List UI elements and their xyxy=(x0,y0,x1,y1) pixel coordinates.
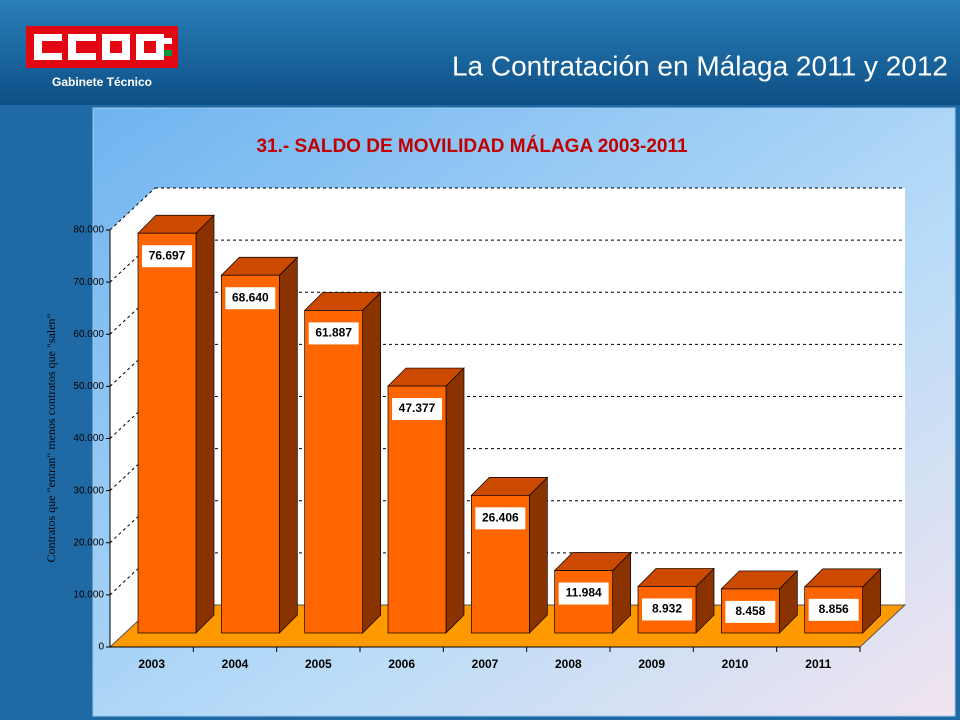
bar-side xyxy=(445,367,465,634)
x-tick-label: 2006 xyxy=(388,657,415,671)
value-label-box xyxy=(475,507,526,530)
value-label: 47.377 xyxy=(399,401,436,415)
x-tick-label: 2004 xyxy=(222,657,249,671)
grid-line xyxy=(109,448,156,491)
organization: Gabinete Técnico xyxy=(52,75,152,89)
value-label: 26.406 xyxy=(482,511,519,525)
value-label-box xyxy=(642,598,692,621)
y-tick-label: 10.000 xyxy=(73,590,104,601)
x-tick-label: 2011 xyxy=(805,657,831,671)
bar xyxy=(220,274,280,634)
x-tick-label: 2005 xyxy=(305,657,332,671)
x-tick-label: 2010 xyxy=(722,657,749,671)
grid-line xyxy=(109,239,156,283)
slide-title: La Contratación en Málaga 2011 y 2012 xyxy=(452,50,948,81)
y-tick-label: 0 xyxy=(98,642,104,653)
x-tick-label: 2003 xyxy=(138,657,165,671)
grid-line xyxy=(109,396,156,439)
x-tick-label: 2008 xyxy=(555,657,582,671)
value-label-box xyxy=(808,598,859,621)
bar xyxy=(137,232,197,634)
x-tick-label: 2007 xyxy=(472,657,499,671)
bar-side xyxy=(278,256,298,634)
bar-side xyxy=(362,291,382,634)
bar-side xyxy=(195,214,215,634)
value-label-box xyxy=(142,245,192,268)
value-label: 61.887 xyxy=(315,326,352,340)
value-label: 68.640 xyxy=(232,290,269,304)
value-label: 76.697 xyxy=(149,248,186,262)
y-axis-label: Contratos que "entran" menos contratos q… xyxy=(44,313,58,562)
chart-title: 31.- SALDO DE MOVILIDAD MÁLAGA 2003-2011 xyxy=(256,135,688,157)
grid-line xyxy=(109,500,156,544)
value-label-box xyxy=(225,287,276,310)
value-label-box xyxy=(558,582,609,605)
value-label: 8.856 xyxy=(819,602,849,616)
y-tick-label: 80.000 xyxy=(73,225,104,236)
bar xyxy=(304,310,364,634)
bar xyxy=(387,385,447,634)
y-tick-label: 50.000 xyxy=(73,381,104,392)
value-label: 11.984 xyxy=(566,586,602,600)
y-tick-label: 30.000 xyxy=(73,485,104,496)
y-tick-label: 60.000 xyxy=(73,329,104,340)
value-label-box xyxy=(725,600,776,623)
value-label-box xyxy=(308,322,359,345)
y-tick-label: 40.000 xyxy=(73,433,104,444)
y-tick-label: 20.000 xyxy=(73,537,104,548)
value-label: 8.458 xyxy=(735,604,765,618)
y-tick-label: 70.000 xyxy=(73,277,104,288)
grid-line xyxy=(109,187,156,231)
grid-line xyxy=(109,552,156,596)
grid-line xyxy=(109,344,156,387)
value-label: 8.932 xyxy=(652,602,682,616)
bar-side xyxy=(528,476,548,634)
x-tick-label: 2009 xyxy=(638,657,665,671)
value-label-box xyxy=(392,398,442,421)
grid-line xyxy=(109,291,156,335)
